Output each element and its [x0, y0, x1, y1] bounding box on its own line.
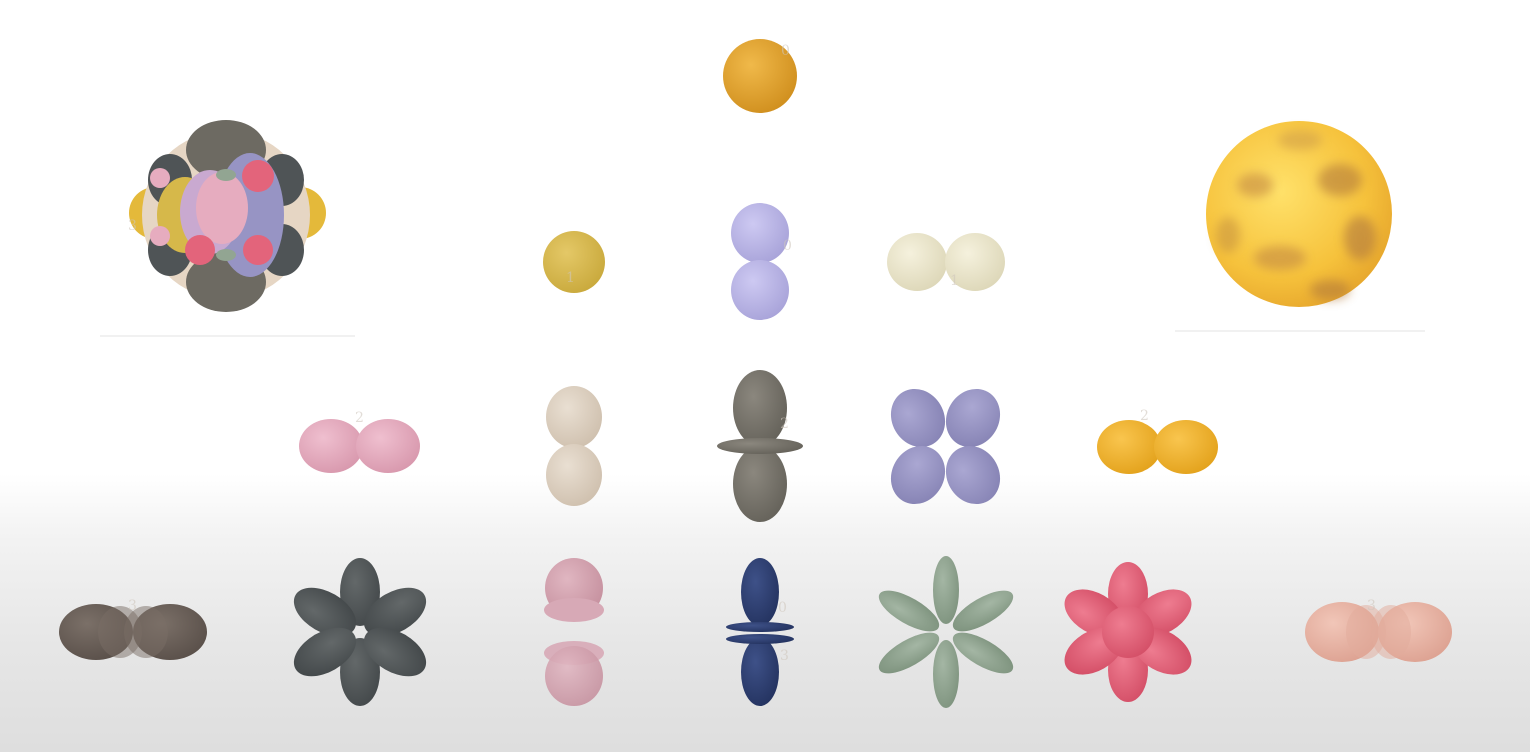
label-p-1: 1 [566, 270, 575, 286]
f-orbital-dark-six [293, 558, 427, 706]
d-orbital-dz2 [717, 370, 803, 522]
f-orbital-rose-stack [544, 558, 604, 706]
shelf-right [1175, 330, 1425, 332]
label-p0: 0 [783, 238, 792, 254]
label-d2: 2 [1140, 408, 1149, 424]
label-f0-top: 0 [778, 600, 787, 616]
label-d-2: 2 [355, 410, 364, 426]
label-d0: 2 [780, 416, 789, 432]
quantum-labels: 0 0 1 1 2 2 2 3 3 3 0 3 [128, 43, 1376, 664]
p-orbital-small-sphere [543, 231, 605, 293]
shelf-left [100, 335, 355, 337]
label-p1: 1 [950, 273, 959, 289]
label-s0: 0 [781, 43, 790, 59]
f-orbital-navy [726, 558, 794, 706]
f-orbital-peach [1305, 602, 1452, 662]
d-orbital-clover [890, 388, 1001, 505]
s-orbital-top [723, 39, 797, 113]
p-orbital-vertical [731, 203, 789, 320]
label-cluster: 3 [128, 218, 137, 234]
d-orbital-horizontal-gold [1097, 420, 1218, 474]
label-f-3: 3 [128, 598, 137, 614]
combined-orbitals-cluster [129, 120, 326, 312]
f-orbital-brown [59, 604, 207, 660]
label-f0: 3 [780, 648, 789, 664]
p-orbital-horizontal [887, 233, 1005, 291]
d-orbital-horizontal-pink [299, 419, 420, 473]
f-orbital-sage [878, 556, 1014, 708]
label-f3: 3 [1367, 598, 1376, 614]
electron-cloud-sphere [1206, 121, 1392, 307]
d-orbital-vertical-beige [546, 386, 602, 506]
f-orbital-coral [1064, 562, 1192, 702]
